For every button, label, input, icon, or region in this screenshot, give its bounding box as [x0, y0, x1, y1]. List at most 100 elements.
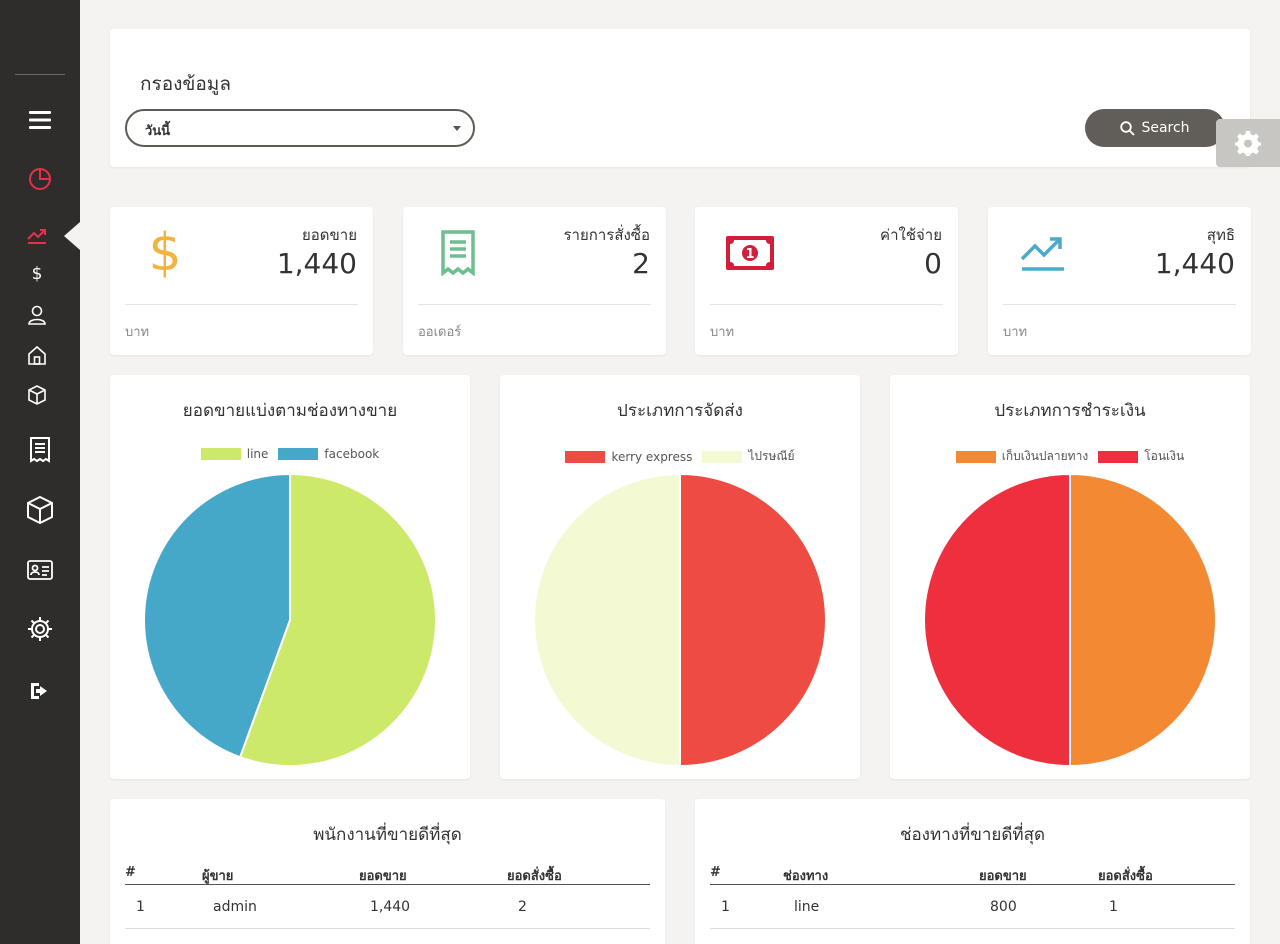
- chart-title: ประเภทการชำระเงิน: [994, 401, 1146, 421]
- stat-divider: [125, 304, 358, 305]
- chart-legend: line facebook: [110, 447, 470, 461]
- stat-label: สุทธิ: [1206, 226, 1235, 244]
- table-cell: 2: [518, 899, 527, 915]
- column-header: ยอดสั่งซื้อ: [1098, 869, 1153, 884]
- pie-slice-kerry-express[interactable]: [679, 472, 827, 768]
- column-header: ผู้ขาย: [202, 869, 234, 884]
- pie-slice-line[interactable]: [238, 472, 437, 767]
- package-icon[interactable]: [0, 496, 80, 524]
- gear-icon: [1235, 131, 1261, 156]
- table-cell: 800: [990, 899, 1017, 915]
- table-cell: line: [794, 899, 820, 915]
- box-icon[interactable]: [0, 384, 77, 406]
- sidebar-divider: [15, 74, 65, 75]
- date-range-select[interactable]: วันนี้: [125, 109, 475, 147]
- active-indicator: [64, 222, 80, 250]
- chart-legend: เก็บเงินปลายทาง โอนเงิน: [890, 447, 1250, 466]
- user-icon[interactable]: [0, 304, 77, 326]
- stat-card-net: สุทธิ 1,440 บาท: [988, 207, 1251, 355]
- stat-value: 2: [632, 247, 650, 280]
- column-header: ยอดขาย: [979, 869, 1027, 884]
- legend-label: โอนเงิน: [1144, 449, 1185, 463]
- menu-icon[interactable]: [0, 108, 80, 132]
- column-header: ยอดสั่งซื้อ: [507, 869, 562, 884]
- table-title: ช่องทางที่ขายดีที่สุด: [899, 825, 1046, 845]
- sidebar: $: [0, 0, 80, 944]
- table-row: 1 line 800 1: [710, 885, 1235, 929]
- stat-unit: บาท: [125, 325, 150, 340]
- settings-toggle[interactable]: [1216, 119, 1280, 167]
- svg-text:1: 1: [745, 247, 754, 262]
- legend-item[interactable]: ไปรษณีย์: [702, 447, 795, 466]
- stat-label: รายการสั่งซื้อ: [563, 226, 651, 244]
- table-cell: 1: [136, 899, 145, 915]
- stat-divider: [1003, 304, 1236, 305]
- stat-card-orders: รายการสั่งซื้อ 2 ออเดอร์: [403, 207, 666, 355]
- legend-item[interactable]: line: [200, 447, 269, 461]
- stat-unit: บาท: [710, 325, 735, 340]
- pie-slice-โอนเงิน[interactable]: [923, 472, 1071, 768]
- stat-value: 1,440: [1154, 247, 1235, 280]
- chart-legend: kerry express ไปรษณีย์: [500, 447, 860, 466]
- chevron-down-icon: [453, 126, 461, 131]
- logout-icon[interactable]: [0, 680, 80, 702]
- legend-label: line: [246, 447, 269, 461]
- table-row: 1 admin 1,440 2: [125, 885, 650, 929]
- receipt-icon: [423, 225, 493, 281]
- stat-value: 0: [924, 247, 942, 280]
- chart-title: ประเภทการจัดส่ง: [617, 401, 743, 421]
- banknote-icon: 1: [715, 225, 785, 281]
- pie-chart: [142, 472, 437, 767]
- stat-label: ยอดขาย: [301, 226, 357, 244]
- legend-item[interactable]: โอนเงิน: [1098, 447, 1184, 466]
- legend-label: kerry express: [611, 449, 693, 464]
- date-range-value: วันนี้: [145, 124, 171, 139]
- legend-label: เก็บเงินปลายทาง: [1001, 449, 1089, 463]
- table-cell: 1: [1109, 899, 1118, 915]
- filter-panel: กรองข้อมูล วันนี้ Search: [110, 29, 1250, 167]
- dollar-icon[interactable]: $: [31, 264, 43, 284]
- chart-card-channel: ยอดขายแบ่งตามช่องทางขาย line facebook: [110, 375, 470, 779]
- pie-slice-facebook[interactable]: [142, 472, 291, 759]
- pie-chart-icon[interactable]: [0, 166, 80, 192]
- column-header: ยอดขาย: [359, 869, 407, 884]
- legend-item[interactable]: facebook: [278, 447, 379, 461]
- table-header: # ผู้ขาย ยอดขาย ยอดสั่งซื้อ: [125, 865, 650, 885]
- trending-up-icon[interactable]: [0, 226, 77, 246]
- table-title: พนักงานที่ขายดีที่สุด: [313, 825, 462, 845]
- top-staff-card: พนักงานที่ขายดีที่สุด # ผู้ขาย ยอดขาย ยอ…: [110, 799, 665, 944]
- stat-label: ค่าใช้จ่าย: [880, 226, 942, 244]
- chart-card-shipping: ประเภทการจัดส่ง kerry express ไปรษณีย์: [500, 375, 860, 779]
- table-cell: 1,440: [370, 899, 411, 915]
- table-cell: 1: [721, 899, 730, 915]
- chart-title: ยอดขายแบ่งตามช่องทางขาย: [182, 401, 398, 421]
- legend-item[interactable]: เก็บเงินปลายทาง: [955, 447, 1089, 466]
- stat-card-expenses: 1 ค่าใช้จ่าย 0 บาท: [695, 207, 958, 355]
- pie-slice-ไปรษณีย์[interactable]: [533, 472, 681, 768]
- chart-card-payment: ประเภทการชำระเงิน เก็บเงินปลายทาง โอนเงิ…: [890, 375, 1250, 779]
- legend-label: facebook: [324, 447, 380, 461]
- legend-item[interactable]: kerry express: [565, 447, 692, 466]
- home-icon[interactable]: [0, 344, 77, 366]
- stat-divider: [710, 304, 943, 305]
- column-header: ช่องทาง: [783, 869, 829, 884]
- column-header: #: [125, 865, 136, 880]
- table-cell: admin: [213, 899, 257, 915]
- column-header: #: [710, 865, 721, 880]
- pie-chart: [533, 472, 827, 768]
- search-icon: [1120, 120, 1136, 136]
- stat-unit: ออเดอร์: [418, 325, 462, 340]
- trending-up-icon: [1008, 225, 1078, 281]
- pie-slice-เก็บเงินปลายทาง[interactable]: [1069, 472, 1217, 768]
- legend-label: ไปรษณีย์: [748, 449, 795, 463]
- gear-icon[interactable]: [0, 616, 80, 642]
- stat-divider: [418, 304, 651, 305]
- stat-value: 1,440: [276, 247, 357, 280]
- search-button[interactable]: Search: [1085, 109, 1225, 147]
- top-staff-table: # ผู้ขาย ยอดขาย ยอดสั่งซื้อ 1 admin 1,44…: [125, 865, 650, 929]
- pie-chart: [923, 472, 1217, 768]
- top-channels-card: ช่องทางที่ขายดีที่สุด # ช่องทาง ยอดขาย ย…: [695, 799, 1250, 944]
- filter-title: กรองข้อมูล: [140, 73, 231, 95]
- receipt-icon[interactable]: [0, 436, 80, 464]
- id-card-icon[interactable]: [0, 559, 80, 581]
